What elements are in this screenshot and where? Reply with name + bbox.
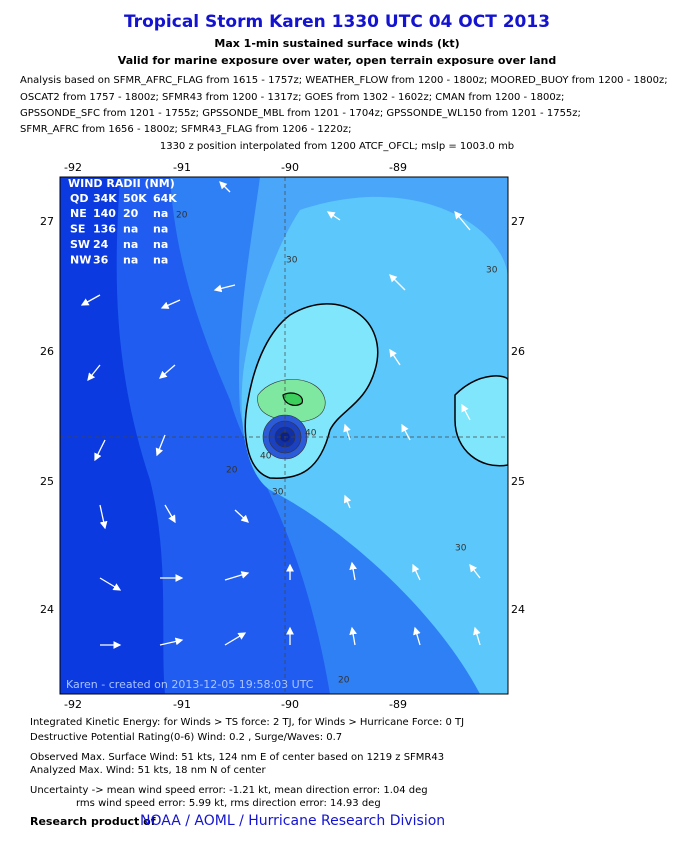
contour-label: 20	[226, 466, 238, 476]
lat-label: 26	[511, 345, 525, 358]
wind-radii-cell: na	[123, 254, 138, 267]
wind-radii-cell: na	[153, 254, 168, 267]
contour-label: 20	[176, 211, 188, 221]
lat-label: 25	[40, 475, 54, 488]
contour-label: 40	[305, 429, 317, 439]
footer-line: Uncertainty -> mean wind speed error: -1…	[30, 785, 428, 796]
wind-radii-cell: 140	[93, 207, 116, 220]
wind-radii-cell: na	[123, 238, 138, 251]
wind-radii-cell: SE	[70, 223, 85, 236]
lat-label: 24	[40, 603, 54, 616]
analysis-line: Analysis based on SFMR_AFRC_FLAG from 16…	[20, 75, 668, 86]
wind-radii-cell: na	[153, 223, 168, 236]
wind-radii-header: 64K	[153, 192, 177, 205]
research-link[interactable]: NOAA / AOML / Hurricane Research Divisio…	[140, 813, 445, 829]
wind-radii-cell: NE	[70, 207, 87, 220]
contour-label: 20	[338, 676, 350, 686]
credit: Karen - created on 2013-12-05 19:58:03 U…	[66, 678, 314, 691]
wind-radii-title: WIND RADII (NM)	[68, 177, 175, 190]
lon-label: -90	[281, 161, 299, 174]
map-frame	[59, 176, 509, 695]
analysis-line: GPSSONDE_SFC from 1201 - 1755z; GPSSONDE…	[20, 108, 581, 119]
research-prefix: Research product of	[30, 815, 156, 828]
contour-label: 30	[455, 544, 467, 554]
wind-field	[60, 177, 508, 694]
lon-label: -92	[64, 161, 82, 174]
lon-label: -91	[173, 698, 191, 711]
contour-label: 40	[260, 452, 272, 462]
lat-label: 24	[511, 603, 525, 616]
wind-radii-cell: na	[153, 207, 168, 220]
validity: Valid for marine exposure over water, op…	[118, 54, 556, 67]
wind-radii-cell: 36	[93, 254, 109, 267]
wind-radii-cell: 136	[93, 223, 116, 236]
footer-line: Destructive Potential Rating(0-6) Wind: …	[30, 732, 342, 743]
footer-line: Analyzed Max. Wind: 51 kts, 18 nm N of c…	[30, 765, 267, 776]
lon-label: -90	[281, 698, 299, 711]
analysis-line: SFMR_AFRC from 1656 - 1800z; SFMR43_FLAG…	[20, 124, 351, 135]
lon-label: -91	[173, 161, 191, 174]
subtitle: Max 1-min sustained surface winds (kt)	[214, 37, 459, 50]
wind-radii-cell: na	[153, 238, 168, 251]
wind-radii-cell: 20	[123, 207, 139, 220]
wind-radii-header: 50K	[123, 192, 147, 205]
footer-line: Observed Max. Surface Wind: 51 kts, 124 …	[30, 752, 444, 763]
wind-radii-table: QD 34K 50K 64K NE 140 20 na SE 136 na na SW 24 na na NW 3…	[70, 192, 177, 267]
wind-radii-header: 34K	[93, 192, 117, 205]
lat-label: 27	[40, 215, 54, 228]
footer-line: Integrated Kinetic Energy: for Winds > T…	[30, 717, 464, 728]
lat-label: 27	[511, 215, 525, 228]
wind-radii-cell: 24	[93, 238, 109, 251]
wind-radii-cell: SW	[70, 238, 90, 251]
lat-label: 25	[511, 475, 525, 488]
lon-label: -89	[389, 161, 407, 174]
title: Tropical Storm Karen 1330 UTC 04 OCT 201…	[124, 12, 550, 32]
contour-label: 30	[286, 256, 298, 266]
contour-label: 30	[272, 488, 284, 498]
analysis-line: OSCAT2 from 1757 - 1800z; SFMR43 from 12…	[20, 92, 564, 103]
footer-line: rms wind speed error: 5.99 kt, rms direc…	[76, 798, 381, 809]
lon-label: -92	[64, 698, 82, 711]
wind-radii-header: QD	[70, 192, 88, 205]
wind-radii-cell: na	[123, 223, 138, 236]
contour-label: 30	[486, 266, 498, 276]
wind-radii-cell: NW	[70, 254, 91, 267]
lon-label: -89	[389, 698, 407, 711]
lat-label: 26	[40, 345, 54, 358]
position-note: 1330 z position interpolated from 1200 A…	[160, 141, 514, 152]
